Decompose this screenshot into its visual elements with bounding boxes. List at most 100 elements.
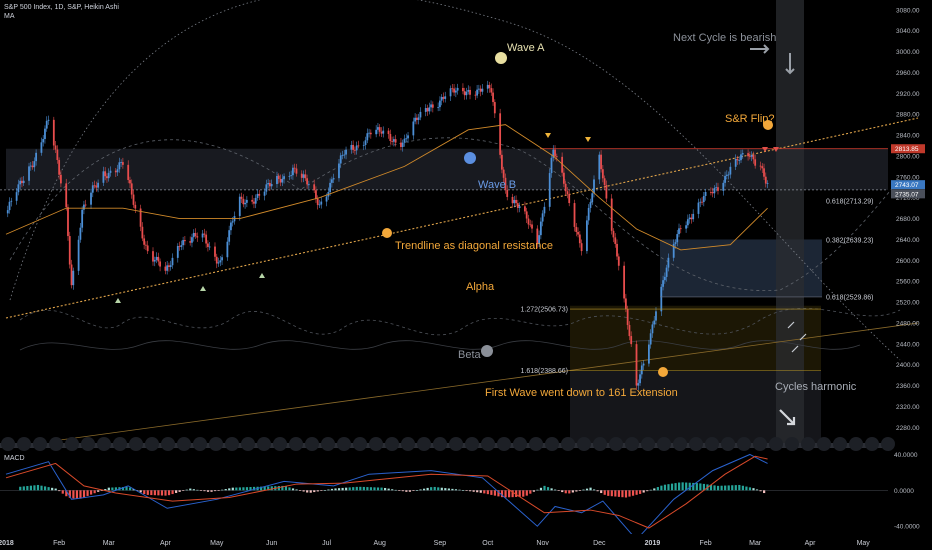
separator-cycle-bump — [529, 437, 543, 451]
candle-body — [759, 165, 762, 167]
candle-body — [603, 178, 606, 186]
macd-histogram-bar — [114, 487, 118, 491]
macd-histogram-bar — [185, 489, 188, 491]
macd-histogram-bar — [306, 490, 309, 493]
candle-body — [343, 154, 346, 156]
candle-body — [467, 89, 470, 92]
macd-histogram-bar — [128, 487, 132, 491]
separator-cycle-bump — [801, 437, 815, 451]
first-wave-point — [658, 367, 668, 377]
candle-body — [182, 240, 185, 246]
separator-cycle-bump — [865, 437, 879, 451]
candle-body — [640, 365, 643, 375]
macd-histogram-bar — [709, 484, 713, 491]
macd-histogram-bar — [536, 489, 539, 491]
candle-body — [709, 191, 712, 193]
candle-body — [313, 184, 316, 191]
macd-histogram-bar — [610, 490, 613, 497]
macd-histogram-bar — [624, 490, 628, 498]
candle-body — [747, 153, 749, 157]
separator-cycle-bump — [881, 437, 895, 451]
candle-body — [392, 139, 395, 142]
candle-body — [562, 172, 565, 184]
candle-body — [164, 266, 167, 271]
separator-cycle-bump — [209, 437, 223, 451]
candle-body — [748, 156, 751, 158]
candle-body — [686, 219, 689, 226]
candle-body — [65, 183, 68, 208]
macd-histogram-bar — [454, 489, 458, 491]
separator-cycle-bump — [369, 437, 383, 451]
candle-body — [102, 171, 105, 183]
candle-body — [492, 92, 494, 103]
pivot-low-marker — [259, 273, 265, 278]
candle-body — [8, 201, 11, 211]
candle-body — [697, 202, 700, 214]
candle-body — [375, 129, 378, 135]
time-axis-label: Jun — [266, 540, 277, 547]
candle-body — [477, 88, 480, 90]
macd-histogram-bar — [316, 490, 319, 492]
separator-cycle-bump — [33, 437, 47, 451]
price-marker-label: 2813.85 — [895, 146, 919, 153]
macd-histogram-bar — [469, 490, 472, 492]
macd-histogram-bar — [132, 489, 135, 491]
macd-histogram-bar — [182, 490, 185, 491]
candle-body — [345, 149, 347, 155]
macd-histogram-bar — [323, 490, 326, 491]
candle-body — [648, 344, 650, 364]
pivot-high-marker — [773, 147, 779, 152]
macd-histogram-bar — [546, 487, 550, 491]
candle-body — [304, 174, 307, 179]
macd-histogram-bar — [288, 487, 291, 491]
candle-body — [295, 168, 298, 174]
candle-body — [715, 187, 718, 189]
candle-body — [506, 189, 509, 197]
macd-histogram-bar — [206, 490, 210, 492]
candle-body — [511, 196, 514, 204]
macd-histogram-bar — [692, 482, 695, 491]
separator-cycle-bump — [561, 437, 575, 451]
macd-histogram-bar — [242, 487, 245, 491]
candle-body — [502, 169, 505, 178]
candle-body — [254, 197, 257, 204]
candle-body — [387, 130, 390, 135]
macd-histogram-bar — [345, 487, 348, 491]
macd-histogram-bar — [337, 488, 341, 491]
macd-histogram-bar — [334, 488, 337, 491]
candle-body — [283, 176, 285, 179]
candle-body — [380, 131, 383, 134]
macd-histogram-bar — [380, 487, 383, 491]
macd-histogram-bar — [699, 483, 702, 491]
candle-body — [637, 383, 640, 386]
macd-histogram-bar — [578, 490, 582, 491]
macd-histogram-bar — [217, 490, 220, 491]
candle-body — [699, 201, 702, 203]
macd-histogram-bar — [490, 490, 493, 495]
time-axis-label: May — [857, 540, 871, 547]
macd-histogram-bar — [415, 490, 419, 491]
trendline-point — [382, 228, 392, 238]
candle-body — [623, 265, 626, 299]
macd-histogram-bar — [93, 490, 96, 494]
candle-body — [139, 208, 142, 227]
time-axis-label: 2019 — [645, 540, 661, 547]
macd-histogram-bar — [713, 485, 716, 491]
candle-body — [593, 179, 595, 194]
small-up-arrow — [791, 345, 799, 353]
candle-body — [341, 155, 344, 156]
macd-histogram-bar — [178, 490, 181, 492]
macd-histogram-bar — [391, 489, 394, 491]
macd-histogram-bar — [405, 490, 408, 492]
candle-body — [56, 149, 59, 160]
candle-body — [276, 176, 278, 185]
candle-body — [354, 149, 356, 151]
macd-histogram-bar — [426, 487, 429, 491]
candle-body — [529, 224, 532, 226]
macd-histogram-bar — [433, 486, 436, 491]
separator-cycle-bump — [161, 437, 175, 451]
candle-body — [127, 164, 130, 180]
candle-body — [10, 200, 13, 202]
candle-body — [95, 185, 98, 188]
